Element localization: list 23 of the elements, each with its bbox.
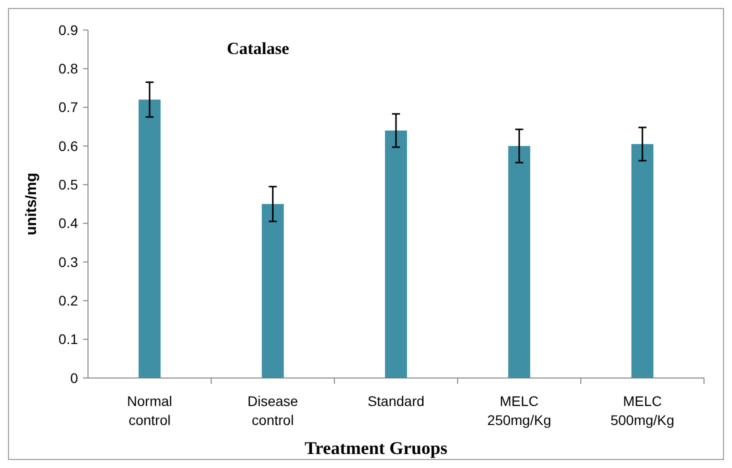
x-tick-label: Standard: [368, 393, 424, 409]
bar: [631, 144, 654, 378]
y-tick-label: 0.7: [58, 99, 78, 116]
y-tick-label: 0.3: [58, 254, 78, 270]
x-tick-label: Disease control: [248, 393, 298, 428]
bar: [385, 130, 407, 378]
y-tick-label: 0.9: [58, 22, 78, 38]
y-tick-label: 0.6: [58, 138, 78, 154]
y-tick-label: 0.5: [58, 176, 78, 193]
x-tick-label: Normal control: [127, 393, 172, 428]
text: Catalase: [226, 39, 290, 58]
x-axis-title: Treatment Gruops: [304, 438, 448, 458]
x-tick-label: MELC 500mg/Kg: [610, 393, 674, 428]
y-tick-label: 0.4: [58, 215, 78, 232]
bar: [138, 100, 161, 378]
y-tick-label: 0.2: [58, 292, 78, 309]
bar: [508, 146, 530, 378]
y-tick-label: 0: [70, 370, 78, 386]
y-tick-label: 0.8: [58, 60, 78, 77]
y-tick-label: 0.1: [58, 331, 78, 348]
x-tick-label: MELC 250mg/Kg: [487, 393, 552, 428]
bar: [262, 204, 284, 378]
y-axis-title: units/mg: [23, 172, 40, 236]
